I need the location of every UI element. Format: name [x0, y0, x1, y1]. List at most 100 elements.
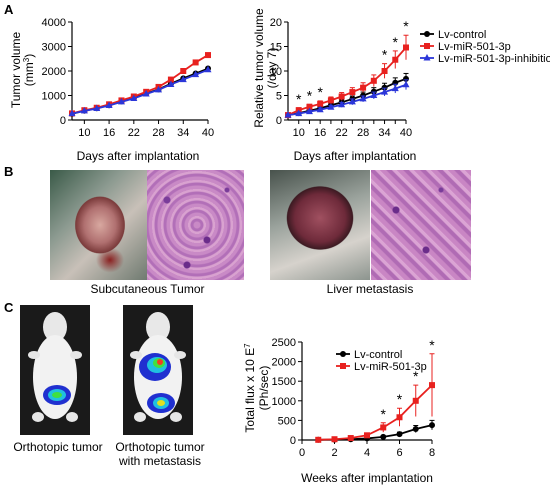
chart2-series2-point — [338, 100, 346, 108]
chart1-xtick-label: 16 — [103, 127, 115, 139]
chart2-significance-star: * — [382, 47, 388, 63]
chart1-series2-point — [155, 85, 163, 93]
chart2-series1-point — [392, 56, 399, 63]
chart2-ytick-label: 15 — [270, 42, 282, 54]
chart2-series1-point — [349, 89, 356, 96]
chart1-ylabel-close: ) — [22, 54, 36, 58]
panel-letter-a: A — [4, 2, 14, 17]
chart2-series2-point — [327, 103, 335, 110]
chart3-series1-point — [331, 436, 338, 443]
chart3-series0-point — [380, 433, 387, 440]
chart2-series1-point — [403, 44, 409, 51]
caption-subcutaneous-tumor: Subcutaneous Tumor — [90, 282, 205, 296]
subcutaneous-tumor-histology — [147, 170, 244, 280]
legend2-label: Lv-control — [438, 29, 486, 41]
chart3-ytick-label: 2500 — [272, 337, 296, 349]
chart1-ytick-label: 3000 — [42, 42, 66, 54]
chart1-series2-point — [68, 109, 76, 117]
chart2-xtick-label: 10 — [293, 127, 305, 139]
chart2-series2-point — [402, 80, 410, 88]
chart3-series1-point — [347, 435, 354, 442]
chart2-significance-star: * — [307, 87, 313, 103]
chart2-series1-point — [381, 68, 388, 74]
chart2-xtick-label: 40 — [400, 127, 412, 139]
chart2-series1-point — [338, 93, 345, 100]
chart3-significance-star: * — [381, 406, 387, 422]
chart3-ytick-label: 2000 — [272, 357, 296, 369]
chart1-series1-line — [71, 54, 209, 115]
chart2-xlabel: Days after implantation — [294, 149, 417, 163]
chart2-xtick-label: 16 — [314, 127, 326, 139]
chart2-series2-point — [316, 105, 324, 113]
chart3-ytick-label: 1500 — [272, 376, 296, 388]
tumor-volume-chart: Tumor volume (mm3) 0 1000 2000 3000 4000 10 16… — [9, 17, 214, 163]
chart1-ytick-label: 0 — [60, 115, 66, 127]
caption-orthotopic-tumor: Orthotopic tumor — [13, 440, 103, 454]
chart3-significance-star: * — [413, 368, 419, 384]
chart2-series0-point — [403, 75, 409, 82]
chart3-series1-point — [429, 382, 435, 389]
chart2-series1-point — [370, 77, 377, 84]
total-flux-chart: Total flux x 10 E7 (Ph/sec) 0 500 1000 1500… — [243, 337, 435, 485]
chart2-series1-point — [360, 84, 367, 91]
subcutaneous-tumor-photo — [50, 170, 147, 280]
chart3-significance-star: * — [429, 337, 435, 353]
chart1-ylabel-sup: 3 — [22, 57, 31, 62]
chart3-ytick-label: 0 — [290, 435, 296, 447]
chart2-significance-star: * — [317, 84, 323, 100]
chart2-series2-point — [295, 109, 303, 117]
chart1-ylabel-line1: Tumor volume — [9, 32, 23, 109]
chart1-ylabel-line2: (mm3) — [22, 54, 36, 86]
chart1-ytick-label: 4000 — [42, 17, 66, 29]
legend2-label: Lv-miR-501-3p-inhibition — [438, 53, 550, 65]
relative-tumor-volume-chart: Relative tumor volume (/day 7) 0 5 10 15 20 1… — [252, 8, 550, 163]
chart3-series0-point — [412, 426, 419, 433]
chart3-ylabel-line2: (Ph/sec) — [257, 366, 271, 411]
legend2-swatch-marker — [423, 54, 431, 61]
chart2-series2-point — [381, 88, 389, 95]
chart3-xtick-label: 0 — [299, 447, 305, 459]
chart3-significance-star: * — [397, 391, 403, 407]
chart3-series1-point — [380, 424, 387, 431]
caption-orthotopic-metastasis-line2: with metastasis — [118, 454, 202, 468]
caption-liver-metastasis: Liver metastasis — [326, 282, 414, 296]
chart2-ytick-label: 10 — [270, 66, 282, 78]
chart2-ylabel-line1: Relative tumor volume — [252, 8, 266, 128]
chart2-series1-point — [317, 100, 324, 107]
chart1-xtick-label: 40 — [202, 127, 214, 139]
chart1-series1-point — [205, 52, 211, 59]
chart3-xlabel: Weeks after implantation — [301, 471, 433, 485]
chart1-series2-point — [167, 80, 175, 87]
liver-metastasis-histology — [371, 170, 471, 280]
chart3-series1-point — [364, 432, 370, 439]
chart1-series2-point — [204, 65, 212, 73]
chart1-series2-point — [93, 104, 101, 111]
chart1-xtick-label: 28 — [152, 127, 164, 139]
chart3-series0-point — [429, 422, 435, 429]
chart3-series1-point — [315, 436, 322, 443]
chart2-ytick-label: 5 — [276, 91, 282, 103]
legend3-swatch-marker — [340, 351, 346, 357]
liver-metastasis-photo — [270, 170, 370, 280]
chart2-series2-point — [348, 97, 356, 105]
chart3-ylabel-sup: 7 — [243, 343, 252, 348]
chart1-series2-point — [179, 75, 187, 83]
panel-letter-c: C — [4, 300, 14, 315]
chart1-xlabel: Days after implantation — [77, 149, 200, 163]
chart1-series2-point — [142, 90, 150, 97]
chart3-xtick-label: 6 — [396, 447, 402, 459]
chart3-series1-point — [396, 414, 403, 421]
chart1-series2-point — [192, 70, 200, 78]
chart2-series2-point — [370, 91, 378, 98]
legend3-label: Lv-control — [354, 349, 402, 361]
chart2-xtick-label: 22 — [336, 127, 348, 139]
legend2-swatch-marker — [424, 31, 430, 37]
chart3-xtick-label: 2 — [331, 447, 337, 459]
chart2-series1-point — [327, 97, 334, 104]
chart2-series2-point — [359, 94, 367, 102]
chart2-series2-point — [305, 107, 313, 115]
chart1-series2-point — [130, 94, 138, 101]
orthotopic-tumor-mouse-image — [20, 305, 90, 435]
chart3-ylabel-text: Total flux x 10 E — [243, 348, 257, 433]
chart2-series2-point — [284, 111, 292, 118]
